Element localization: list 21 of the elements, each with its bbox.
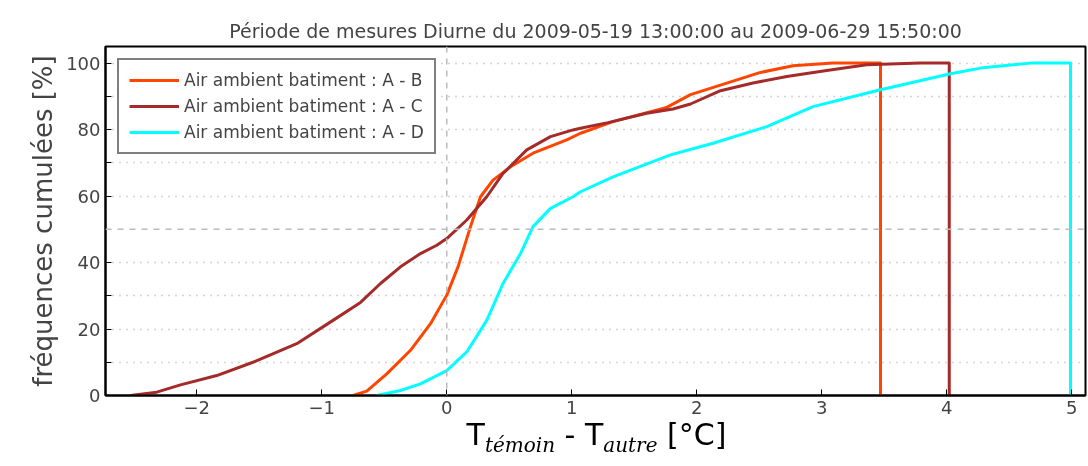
x-tick-label: 0 xyxy=(441,396,453,418)
legend-label: Air ambient batiment : A - C xyxy=(184,96,423,116)
y-tick-label: 20 xyxy=(77,318,101,340)
line-series xyxy=(375,61,1072,396)
chart-title: Période de mesures Diurne du 2009-05-19 13:00:00 au 2009-06-29 15:50:00 xyxy=(229,19,962,42)
x-tick-label: 5 xyxy=(1066,396,1078,418)
x-axis-title: T$_{témoin}$ - T$_{autre}$ [°C] xyxy=(465,417,728,457)
x-tick-label: 1 xyxy=(566,396,578,418)
x-tick-label: 4 xyxy=(941,396,953,418)
x-tick-label: 2 xyxy=(691,396,703,418)
legend-label: Air ambient batiment : A - B xyxy=(184,70,423,90)
y-tick-label: 80 xyxy=(77,119,101,141)
y-tick-label: 40 xyxy=(77,252,101,274)
y-axis-title: fréquences cumulées [%] xyxy=(28,55,59,387)
x-tick-label: 3 xyxy=(816,396,828,418)
legend-label: Air ambient batiment : A - D xyxy=(184,122,424,142)
x-tick-label: −2 xyxy=(183,396,211,418)
y-tick-label: 60 xyxy=(77,185,101,207)
y-tick-label: 100 xyxy=(66,52,101,74)
x-tick-label: −1 xyxy=(308,396,336,418)
line-series xyxy=(129,61,951,396)
